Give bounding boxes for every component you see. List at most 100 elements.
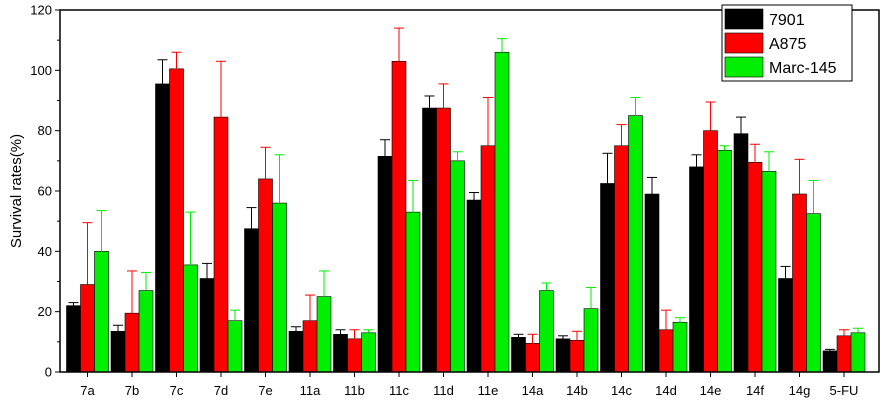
error-bar-7901-7a [68,302,79,306]
bar-marc-145-14e [717,149,732,373]
bar-a875-7a [80,284,95,373]
bar-a875-11d [436,107,451,373]
bar-a875-11b [347,338,362,373]
legend-swatch-7901 [724,8,764,30]
bar-a875-7c [169,68,184,373]
error-bar-7901-14d [647,176,657,195]
bar-a875-7b [124,312,140,373]
bar-a875-14a [525,343,540,373]
bar-marc-145-14d [672,321,688,373]
bar-7901-14c [600,183,615,373]
error-bar-a875-7b [127,270,137,314]
error-bar-marc-145-7a [96,210,107,252]
error-bar-a875-14d [661,309,671,330]
legend: 7901 A875 Marc-145 [721,4,853,82]
x-tick-label-14f: 14f [746,383,764,398]
bar-7901-11b [333,333,348,373]
y-axis: 0 20 40 60 80 100 120 [30,3,60,380]
bar-marc-145-7d [227,320,243,373]
bar-a875-14g [792,193,807,373]
error-bar-marc-145-11b [363,329,374,333]
bar-7901-14e [689,166,704,373]
x-tick-label-7a: 7a [80,383,95,398]
error-bar-a875-5-fu [839,329,849,336]
error-bar-a875-14f [750,143,760,163]
bar-7901-11d [422,107,437,373]
bar-a875-11a [302,320,318,373]
bar-marc-145-5-fu [850,332,866,373]
error-bar-a875-7c [171,51,182,69]
bar-marc-145-14a [539,290,554,373]
bar-a875-14b [569,340,585,373]
bar-7901-5-fu [822,350,838,373]
error-bar-marc-145-11a [319,270,329,297]
error-bar-7901-11b [335,329,346,335]
bar-a875-7d [213,116,229,373]
bar-marc-145-7a [94,251,109,373]
error-bar-a875-14c [616,124,627,146]
bar-marc-145-11b [361,332,376,373]
x-tick-label-14e: 14e [700,383,722,398]
y-tick-label: 40 [38,244,52,259]
error-bar-marc-145-14f [764,151,774,172]
x-tick-label-14g: 14g [789,383,811,398]
error-bar-marc-145-14g [808,179,819,214]
error-bar-marc-145-7c [185,211,196,265]
bar-marc-145-14f [761,171,777,373]
x-tick-label-5-fu: 5-FU [830,383,859,398]
bar-7901-14b [555,338,571,373]
error-bars-layer [68,27,863,351]
bar-7901-14a [511,337,526,373]
bar-a875-11c [391,60,407,373]
error-bar-marc-145-14c [630,96,641,116]
error-bar-a875-11e [483,96,493,146]
error-bar-7901-11e [469,192,479,201]
error-bar-7901-14b [558,335,568,339]
error-bar-marc-145-7b [141,271,151,291]
y-tick-label: 0 [45,365,52,380]
x-tick-label-7c: 7c [170,383,184,398]
error-bar-a875-7a [82,222,93,285]
bar-7901-11e [466,199,482,373]
error-bar-7901-14a [513,333,524,338]
y-tick-label: 60 [38,184,52,199]
x-tick-label-14c: 14c [611,383,632,398]
legend-label-marc-145: Marc-145 [769,60,837,77]
error-bar-marc-145-11d [452,151,463,161]
y-tick-label: 100 [30,63,52,78]
error-bar-marc-145-14a [541,282,552,291]
bar-marc-145-14b [583,308,599,373]
bar-marc-145-14c [628,115,643,373]
error-bar-marc-145-5-fu [853,327,863,333]
error-bar-a875-11b [349,329,360,339]
error-bar-a875-7d [216,60,226,118]
error-bar-a875-14a [527,333,538,344]
bar-marc-145-7c [183,264,198,373]
bar-7901-7c [155,83,170,373]
y-tick-label: 20 [38,304,52,319]
error-bar-marc-145-14e [719,145,730,151]
x-tick-label-7d: 7d [214,383,228,398]
bar-a875-5-fu [836,335,852,373]
bar-a875-7e [258,178,273,373]
x-tick-label-11a: 11a [300,383,321,398]
error-bar-7901-7b [113,324,123,332]
x-tick-label-11c: 11c [389,383,409,398]
error-bar-7901-14f [736,116,746,134]
error-bar-marc-145-11e [497,38,507,53]
bar-7901-7d [199,278,215,373]
x-tick-label-11b: 11b [344,383,365,398]
legend-swatch-marc-145 [724,56,764,78]
error-bar-7901-7c [157,59,168,84]
error-bar-a875-7e [260,146,271,179]
x-tick-label-14a: 14a [522,383,544,398]
error-bar-marc-145-14d [675,317,685,323]
y-tick-label: 120 [30,3,52,18]
error-bar-marc-145-7d [230,309,240,321]
bar-marc-145-11a [316,296,332,373]
error-bar-7901-14e [691,154,702,167]
error-bar-7901-5-fu [825,348,835,351]
error-bar-7901-7e [246,207,257,229]
x-tick-label-11d: 11d [433,383,454,398]
bar-a875-14f [747,162,763,373]
